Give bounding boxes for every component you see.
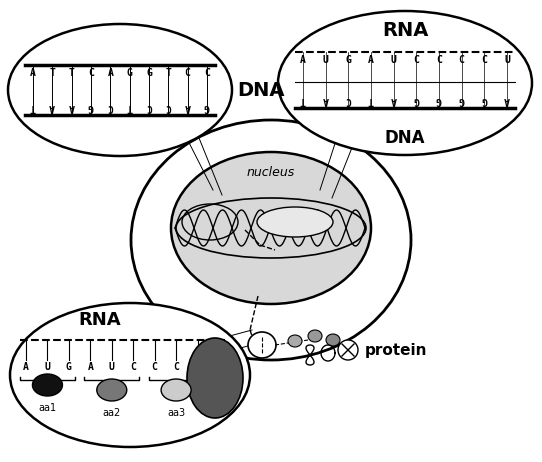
Ellipse shape bbox=[171, 152, 371, 304]
Text: C: C bbox=[107, 102, 113, 112]
Ellipse shape bbox=[8, 24, 232, 156]
Ellipse shape bbox=[97, 379, 127, 401]
Text: C: C bbox=[436, 55, 442, 65]
Text: U: U bbox=[109, 362, 115, 372]
Text: aa1: aa1 bbox=[38, 403, 56, 413]
Text: C: C bbox=[88, 68, 94, 78]
Text: T: T bbox=[127, 102, 133, 112]
Text: A: A bbox=[185, 102, 191, 112]
Text: RNA: RNA bbox=[382, 20, 428, 39]
Text: U: U bbox=[44, 362, 50, 372]
Ellipse shape bbox=[131, 120, 411, 360]
Ellipse shape bbox=[257, 207, 333, 237]
Text: C: C bbox=[173, 362, 179, 372]
Ellipse shape bbox=[338, 340, 358, 360]
Text: T: T bbox=[300, 95, 306, 105]
Text: A: A bbox=[300, 55, 306, 65]
Ellipse shape bbox=[161, 379, 191, 401]
Text: U: U bbox=[216, 362, 222, 372]
Text: C: C bbox=[195, 362, 201, 372]
Text: RNA: RNA bbox=[79, 311, 121, 329]
Text: G: G bbox=[436, 95, 442, 105]
Text: G: G bbox=[146, 68, 152, 78]
Text: G: G bbox=[345, 55, 351, 65]
Ellipse shape bbox=[288, 335, 302, 347]
Ellipse shape bbox=[326, 334, 340, 346]
Text: T: T bbox=[30, 102, 36, 112]
Text: C: C bbox=[204, 68, 210, 78]
Text: DNA: DNA bbox=[237, 80, 285, 99]
Text: U: U bbox=[504, 55, 510, 65]
Text: C: C bbox=[146, 102, 152, 112]
Ellipse shape bbox=[278, 11, 532, 155]
Text: T: T bbox=[368, 95, 374, 105]
Text: T: T bbox=[165, 68, 171, 78]
Text: C: C bbox=[130, 362, 136, 372]
Text: G: G bbox=[204, 102, 210, 112]
Ellipse shape bbox=[248, 332, 276, 358]
Text: A: A bbox=[23, 362, 29, 372]
Text: A: A bbox=[391, 95, 397, 105]
Text: A: A bbox=[69, 102, 75, 112]
Text: A: A bbox=[368, 55, 374, 65]
Text: aa3: aa3 bbox=[167, 408, 185, 418]
Text: C: C bbox=[152, 362, 158, 372]
Text: A: A bbox=[504, 95, 510, 105]
Ellipse shape bbox=[33, 374, 62, 396]
Text: C: C bbox=[185, 68, 191, 78]
Text: nucleus: nucleus bbox=[247, 166, 295, 180]
Text: A: A bbox=[87, 362, 93, 372]
Text: U: U bbox=[391, 55, 397, 65]
Text: A: A bbox=[107, 68, 113, 78]
Text: A: A bbox=[322, 95, 328, 105]
Text: G: G bbox=[459, 95, 464, 105]
Text: C: C bbox=[165, 102, 171, 112]
Text: A: A bbox=[30, 68, 36, 78]
Ellipse shape bbox=[10, 303, 250, 447]
Text: protein: protein bbox=[365, 342, 428, 358]
Text: C: C bbox=[414, 55, 420, 65]
Ellipse shape bbox=[187, 338, 243, 418]
Text: G: G bbox=[66, 362, 72, 372]
Text: G: G bbox=[88, 102, 94, 112]
Text: T: T bbox=[69, 68, 75, 78]
Ellipse shape bbox=[308, 330, 322, 342]
Text: G: G bbox=[127, 68, 133, 78]
Text: C: C bbox=[481, 55, 487, 65]
Text: C: C bbox=[459, 55, 464, 65]
Text: DNA: DNA bbox=[385, 129, 425, 147]
Text: G: G bbox=[481, 95, 487, 105]
Text: C: C bbox=[345, 95, 351, 105]
Text: U: U bbox=[322, 55, 328, 65]
Text: G: G bbox=[414, 95, 420, 105]
Text: A: A bbox=[49, 102, 55, 112]
Text: T: T bbox=[49, 68, 55, 78]
Text: aa2: aa2 bbox=[102, 408, 121, 418]
